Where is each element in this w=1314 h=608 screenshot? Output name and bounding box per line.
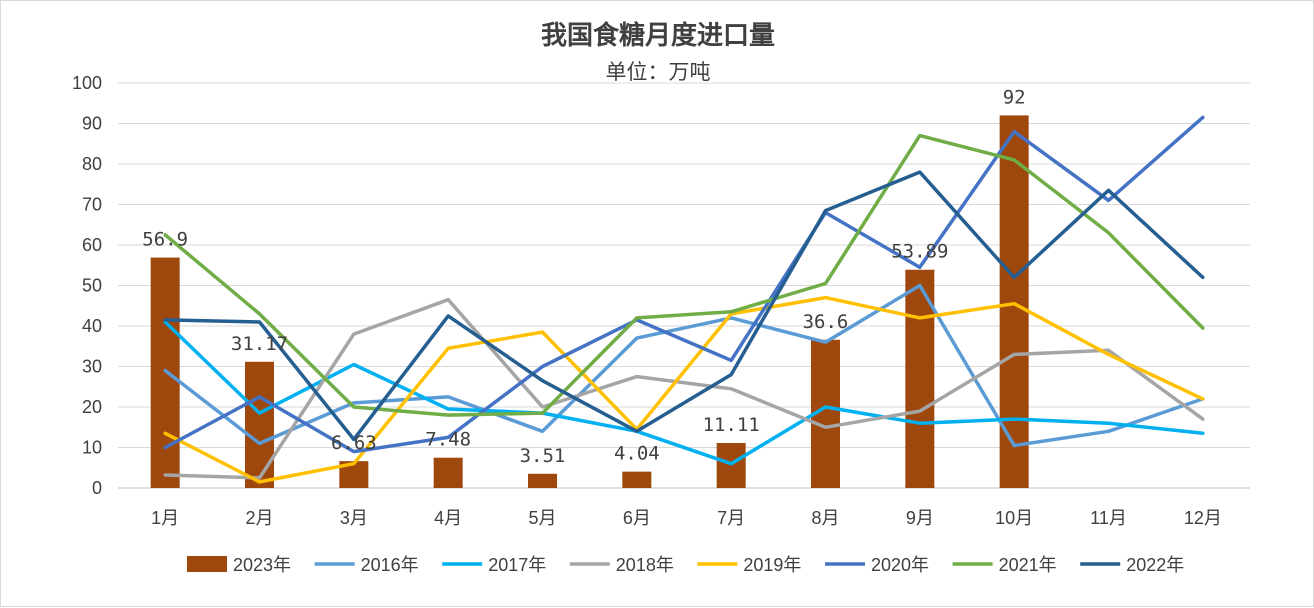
series-line-2017年 [163,320,1205,466]
x-tick-label: 1月 [151,508,179,528]
chart-subtitle: 单位：万吨 [606,60,711,84]
legend-label: 2023年 [233,555,291,575]
bar-data-label: 3.51 [520,445,566,467]
x-tick-label: 3月 [340,508,368,528]
legend-label: 2017年 [488,555,546,575]
data-labels: 56.9 31.17 6.63 7.48 3.51 4.04 11.11 36.6 53.89 9… [142,86,1025,466]
bar-2023 [433,457,463,488]
bar-2023 [245,361,274,488]
bar-2023 [999,115,1029,489]
legend-label: 2019年 [743,555,801,575]
legend: 2023年 2016年 2017年 2018年 2019年 2020年 2021年 2022年 [187,555,1184,575]
y-tick-label: 60 [82,235,102,255]
x-tick-label: 2月 [245,508,273,528]
bar-data-label: 4.04 [614,443,660,465]
y-tick-label: 90 [82,114,102,134]
series-line-2020年 [163,115,1205,454]
bar-data-label: 11.11 [703,414,760,436]
x-tick-label: 5月 [528,508,556,528]
bar-data-label: 92 [1003,86,1026,108]
gridlines [118,82,1250,489]
x-tick-label: 6月 [623,508,651,528]
y-axis: 0 10 20 30 40 50 60 70 80 90 100 [72,73,102,498]
bar-2023 [622,471,652,488]
y-tick-label: 10 [82,438,102,458]
x-tick-label: 9月 [906,508,934,528]
series-line-2018年 [163,297,1205,480]
bar-data-label: 36.6 [803,311,849,333]
x-tick-label: 11月 [1090,508,1127,528]
bar-data-label: 56.9 [142,229,188,251]
x-tick-label: 8月 [811,508,839,528]
bar-data-label: 31.17 [231,333,288,355]
y-tick-label: 100 [72,73,102,93]
y-tick-label: 20 [82,397,102,417]
y-tick-label: 50 [82,276,102,296]
line-series [163,115,1205,484]
x-tick-label: 4月 [434,508,462,528]
series-line-2022年 [163,170,1205,442]
x-axis: 1月 2月 3月 4月 5月 6月 7月 8月 9月 10月 11月 12月 [151,508,1222,528]
legend-swatch-bar [187,556,227,572]
y-tick-label: 0 [92,478,102,498]
y-tick-label: 40 [82,316,102,336]
series-line-2019年 [163,295,1205,484]
y-tick-label: 70 [82,195,102,215]
bar-data-label: 53.89 [891,241,948,263]
legend-label: 2022年 [1126,555,1184,575]
legend-label: 2020年 [871,555,929,575]
legend-label: 2018年 [616,555,674,575]
bar-data-label: 6.63 [331,432,377,454]
bar-2023 [528,473,557,488]
chart-title: 我国食糖月度进口量 [541,20,775,51]
bar-2023 [905,269,935,488]
series-line-2016年 [163,283,1205,448]
x-tick-label: 10月 [995,508,1033,528]
x-tick-label: 12月 [1184,508,1222,528]
bar-data-label: 7.48 [425,429,471,451]
x-tick-label: 7月 [717,508,745,528]
legend-label: 2021年 [999,555,1057,575]
y-tick-label: 30 [82,357,102,377]
y-tick-label: 80 [82,154,102,174]
series-line-2021年 [163,133,1205,417]
bar-2023 [716,443,746,488]
legend-label: 2016年 [361,555,419,575]
